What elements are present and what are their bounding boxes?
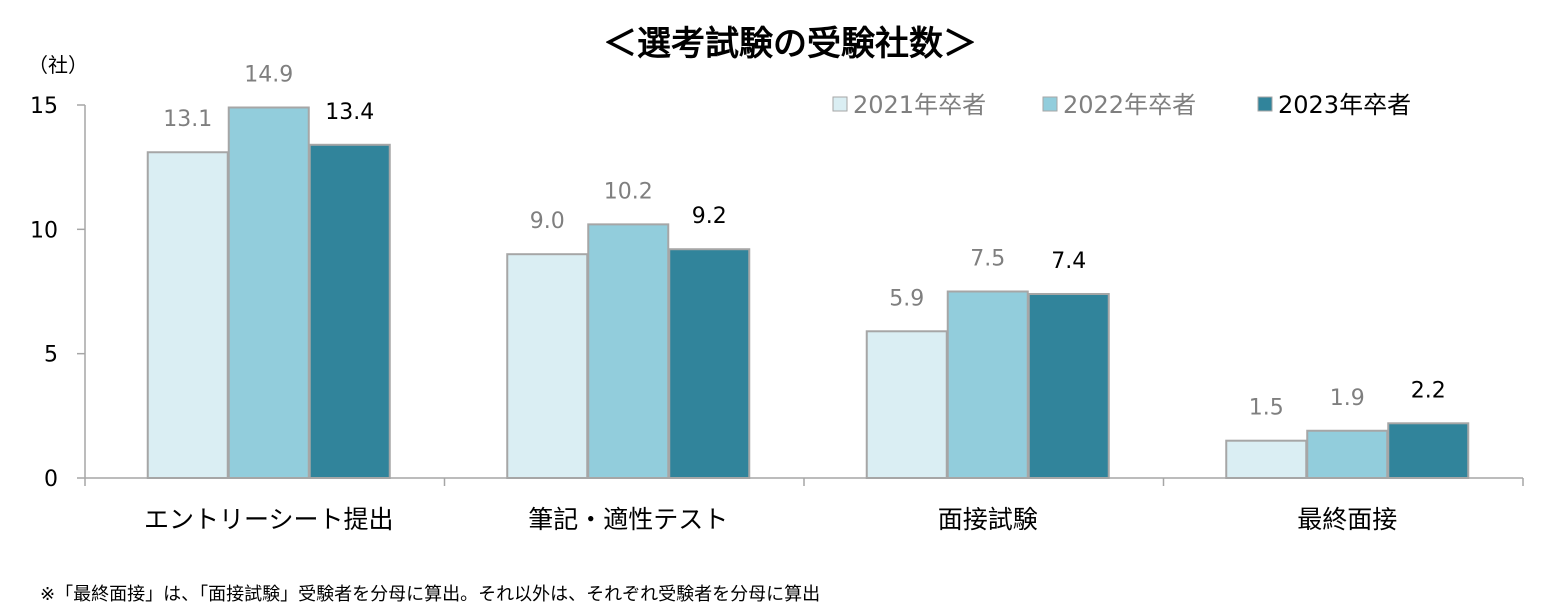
data-label: 7.4 — [1051, 249, 1086, 274]
y-axis-unit-label: （社） — [28, 53, 88, 77]
legend-swatch — [832, 96, 848, 112]
chart-title: ＜選考試験の受験社数＞ — [603, 24, 977, 64]
legend-label: 2021年卒者 — [853, 91, 986, 119]
y-tick-label: 0 — [44, 467, 58, 492]
x-category-label: 面接試験 — [938, 505, 1038, 534]
legend-label: 2022年卒者 — [1063, 91, 1196, 119]
data-label: 1.9 — [1330, 386, 1365, 411]
data-label: 1.5 — [1249, 396, 1284, 421]
x-category-label: 最終面接 — [1297, 505, 1397, 534]
footnote: ※「最終面接」は、「面接試験」受験者を分母に算出。それ以外は、それぞれ受験者を分… — [40, 584, 821, 605]
bar — [308, 143, 391, 480]
data-label: 2.2 — [1411, 378, 1446, 403]
y-tick-label: 5 — [44, 343, 58, 368]
bar — [1027, 292, 1110, 479]
data-label: 7.5 — [970, 247, 1005, 272]
bar — [1387, 422, 1470, 479]
y-tick-label: 10 — [30, 218, 58, 243]
bar — [1306, 429, 1389, 479]
axes: 0 5 10 15 エントリーシート提出 筆記・適性テスト 面接試験 最終面接 — [30, 94, 1524, 534]
bar — [946, 290, 1029, 479]
bar — [865, 330, 948, 479]
bar — [227, 106, 310, 479]
y-tick-label: 15 — [30, 94, 58, 119]
bar — [668, 248, 751, 479]
data-label: 10.2 — [604, 179, 653, 204]
x-category-label: 筆記・適性テスト — [528, 505, 728, 534]
bar — [1225, 439, 1308, 480]
legend-swatch — [1257, 96, 1273, 112]
data-label: 13.1 — [163, 107, 212, 132]
data-label: 14.9 — [244, 62, 293, 87]
data-label: 9.0 — [530, 209, 565, 234]
bar — [146, 151, 229, 479]
data-label: 13.4 — [325, 100, 374, 125]
data-label: 5.9 — [889, 286, 924, 311]
legend-swatch — [1042, 96, 1058, 112]
bars: 13.1 14.9 13.4 9.0 10.2 9.2 5.9 7.5 7.4 1.5 1.9 2.2 — [146, 62, 1470, 480]
x-category-label: エントリーシート提出 — [144, 505, 394, 534]
bar — [506, 253, 589, 479]
legend-label: 2023年卒者 — [1278, 91, 1411, 119]
data-label: 9.2 — [692, 204, 727, 229]
legend: 2021年卒者 2022年卒者 2023年卒者 — [832, 91, 1411, 119]
bar — [587, 223, 670, 479]
